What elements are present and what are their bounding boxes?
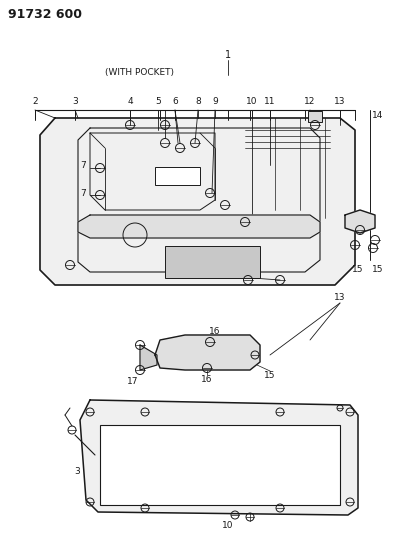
Text: 8: 8 — [195, 98, 201, 107]
Text: 10: 10 — [246, 98, 258, 107]
Text: 12: 12 — [304, 98, 316, 107]
Text: 7: 7 — [80, 160, 86, 169]
Text: 13: 13 — [334, 294, 346, 303]
Text: 6: 6 — [172, 98, 178, 107]
Text: 1: 1 — [225, 50, 231, 60]
Polygon shape — [155, 335, 260, 370]
Bar — [100, 425, 340, 505]
Text: 11: 11 — [264, 98, 276, 107]
Bar — [308, 111, 322, 122]
Text: 15: 15 — [264, 372, 276, 381]
Text: 10: 10 — [222, 521, 234, 530]
Text: 9: 9 — [212, 98, 218, 107]
Polygon shape — [78, 215, 320, 238]
Text: 2: 2 — [32, 98, 38, 107]
Text: 15: 15 — [352, 265, 364, 274]
Text: 5: 5 — [155, 98, 161, 107]
Bar — [165, 246, 260, 278]
Text: 91732 600: 91732 600 — [8, 8, 82, 21]
Polygon shape — [345, 210, 375, 233]
Text: 16: 16 — [209, 327, 221, 336]
Polygon shape — [40, 118, 355, 285]
Text: 3: 3 — [72, 98, 78, 107]
Text: 16: 16 — [201, 376, 213, 384]
Text: 15: 15 — [372, 265, 384, 274]
Text: 4: 4 — [127, 98, 133, 107]
Polygon shape — [140, 345, 157, 370]
Text: 14: 14 — [372, 110, 384, 119]
Text: (WITH POCKET): (WITH POCKET) — [105, 68, 174, 77]
Text: 3: 3 — [74, 467, 80, 477]
Text: 17: 17 — [127, 377, 139, 386]
Polygon shape — [80, 400, 358, 515]
Text: 13: 13 — [334, 98, 346, 107]
Text: 7: 7 — [80, 189, 86, 198]
Bar — [155, 167, 200, 185]
